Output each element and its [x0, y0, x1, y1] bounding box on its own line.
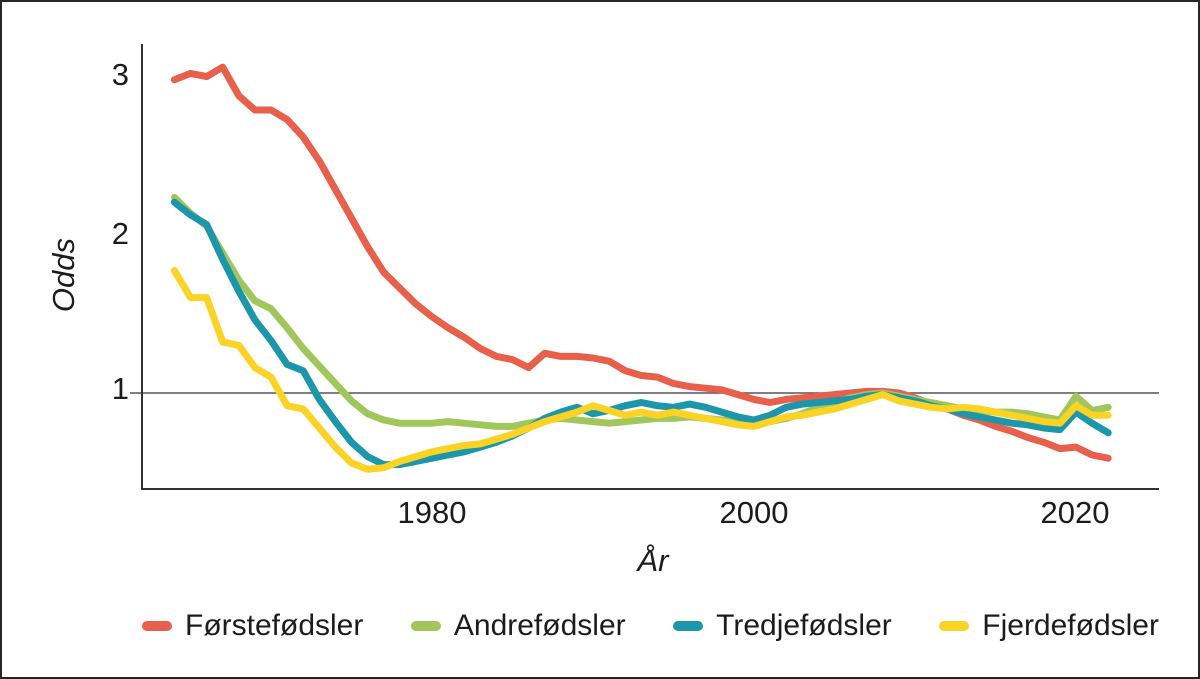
legend-label: Tredjefødsler — [716, 609, 892, 642]
legend-item-andrefodsler: Andrefødsler — [410, 609, 626, 643]
y-axis-title: Odds — [46, 237, 81, 313]
legend-swatch-tredjefodsler — [673, 621, 704, 631]
legend-item-fjerdefodsler: Fjerdefødsler — [939, 609, 1159, 643]
legend-item-tredjefodsler: Tredjefødsler — [673, 609, 892, 643]
legend-swatch-fjerdefodsler — [939, 621, 970, 631]
y-tick-label-1: 1 — [111, 371, 129, 406]
legend: Førstefødsler Andrefødsler Tredjefødsler… — [142, 606, 1159, 646]
legend-label: Fjerdefødsler — [982, 609, 1159, 642]
legend-label: Andrefødsler — [453, 609, 626, 642]
legend-swatch-forstefodsler — [142, 621, 172, 631]
x-tick-label-2020: 2020 — [1040, 495, 1110, 530]
legend-swatch-andrefodsler — [410, 621, 441, 631]
x-tick-label-1980: 1980 — [397, 495, 467, 530]
legend-item-forstefodsler: Førstefødsler — [142, 609, 363, 643]
x-axis-title: År — [637, 543, 669, 578]
y-tick-label-2: 2 — [111, 216, 129, 251]
data-series-lines — [170, 63, 1112, 473]
y-tick-label-3: 3 — [111, 57, 129, 92]
line-fjerdefødsler — [170, 267, 1112, 473]
x-tick-label-2000: 2000 — [719, 495, 789, 530]
legend-label: Førstefødsler — [185, 609, 364, 642]
